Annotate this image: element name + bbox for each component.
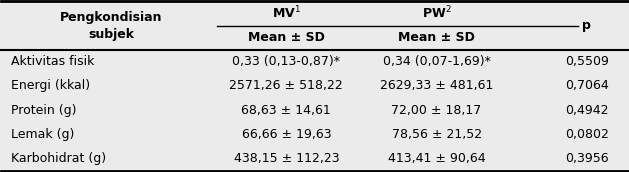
Text: 66,66 ± 19,63: 66,66 ± 19,63 (242, 128, 331, 141)
Text: Protein (g): Protein (g) (11, 104, 76, 117)
Text: Pengkondisian
subjek: Pengkondisian subjek (60, 10, 162, 41)
Text: 0,3956: 0,3956 (565, 152, 609, 165)
Text: 438,15 ± 112,23: 438,15 ± 112,23 (233, 152, 339, 165)
Text: Aktivitas fisik: Aktivitas fisik (11, 55, 94, 68)
Text: Karbohidrat (g): Karbohidrat (g) (11, 152, 106, 165)
Text: 0,7064: 0,7064 (565, 79, 609, 93)
Text: 0,34 (0,07-1,69)*: 0,34 (0,07-1,69)* (382, 55, 491, 68)
Text: 2571,26 ± 518,22: 2571,26 ± 518,22 (230, 79, 343, 93)
Text: 78,56 ± 21,52: 78,56 ± 21,52 (391, 128, 482, 141)
Text: PW$^2$: PW$^2$ (422, 5, 452, 22)
Text: 72,00 ± 18,17: 72,00 ± 18,17 (391, 104, 482, 117)
Text: 413,41 ± 90,64: 413,41 ± 90,64 (388, 152, 486, 165)
Text: 68,63 ± 14,61: 68,63 ± 14,61 (242, 104, 331, 117)
Text: 0,5509: 0,5509 (565, 55, 609, 68)
Text: 0,33 (0,13-0,87)*: 0,33 (0,13-0,87)* (232, 55, 340, 68)
Text: p: p (582, 19, 591, 32)
Text: Energi (kkal): Energi (kkal) (11, 79, 90, 93)
Text: MV$^1$: MV$^1$ (272, 5, 301, 22)
Text: Mean ± SD: Mean ± SD (248, 31, 325, 44)
Text: 2629,33 ± 481,61: 2629,33 ± 481,61 (380, 79, 493, 93)
Text: 0,4942: 0,4942 (565, 104, 609, 117)
Text: Lemak (g): Lemak (g) (11, 128, 74, 141)
Text: 0,0802: 0,0802 (565, 128, 609, 141)
Text: Mean ± SD: Mean ± SD (398, 31, 475, 44)
